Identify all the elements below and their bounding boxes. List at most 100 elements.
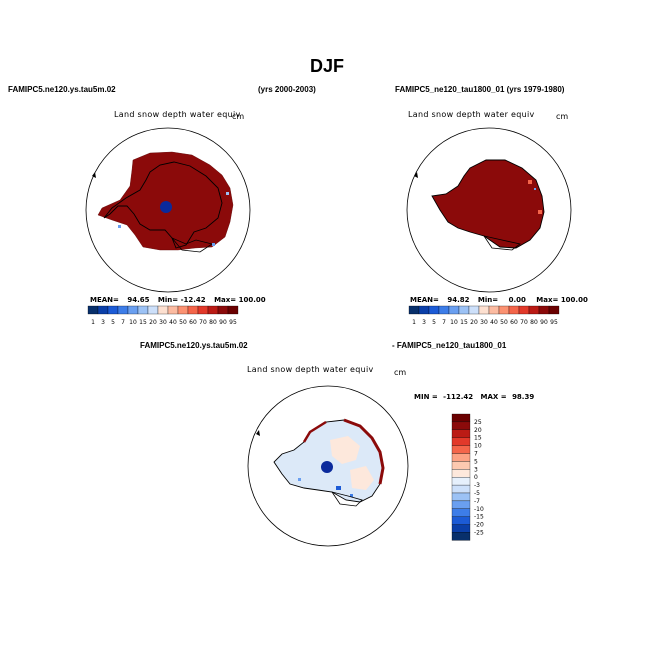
header-right-case: FAMIPC5_ne120_tau1800_01 (yrs 1979-1980): [395, 85, 565, 94]
panel1-island: [92, 172, 96, 178]
panel3-colorbar-swatch: [451, 524, 471, 533]
panel2-min-label: Min=: [477, 296, 499, 304]
panel2-colorbar: 1 3 5 7 10 15 20 30 40 50 60 70 80 90 95: [408, 305, 560, 326]
panel1-colorbar-tick: 90: [219, 319, 227, 326]
panel2-snow-field: [431, 159, 545, 249]
panel3-colorbar-swatch: [451, 477, 471, 486]
panel3-colorbar-swatch: [451, 429, 471, 438]
panel1-title: Land snow depth water equiv: [114, 110, 241, 119]
panel1-coastline: [103, 161, 223, 249]
panel2-colorbar-tick: 10: [450, 319, 458, 326]
panel1-min-label: Min=: [157, 296, 179, 304]
panel1-blue-pixel: [118, 225, 121, 228]
panel1-colorbar-tick: 1: [91, 319, 95, 326]
panel3-colorbar-tick: 10: [474, 443, 482, 450]
panel3-coast-dark-rim: [302, 420, 327, 443]
panel1-colorbar: 1 3 5 7 10 15 20 30 40 50 60 70 80 90 95: [87, 305, 239, 326]
panel1-blue-pixel: [226, 192, 229, 195]
page-title: DJF: [309, 56, 344, 76]
panel3-colorbar-swatch: [451, 500, 471, 509]
header-mid-years: (yrs 2000-2003): [258, 85, 316, 94]
panel3-colorbar-tick: 0: [474, 474, 478, 481]
diff-label-right: - FAMIPC5_ne120_tau1800_01: [392, 341, 507, 350]
panel3-ice-shelf: [331, 491, 363, 507]
panel3-colorbar-swatch: [451, 469, 471, 478]
panel3-colorbar-swatch: [451, 516, 471, 525]
panel2-title: Land snow depth water equiv: [408, 110, 535, 119]
header-left-case: FAMIPC5.ne120.ys.tau5m.02: [8, 85, 116, 94]
panel2-colorbar-tick: 5: [432, 319, 436, 326]
panel3-colorbar-swatch: [451, 508, 471, 517]
panel2-colorbar-tick: 95: [550, 319, 558, 326]
panel1-mean-value: 94.65: [127, 296, 150, 304]
panel2-colorbar-tick: 30: [480, 319, 488, 326]
panel2-colorbar-tick: 7: [442, 319, 446, 326]
panel1-colorbar-tick: 95: [229, 319, 237, 326]
panel3-min-value: -112.42: [443, 393, 474, 401]
panel3-colorbar-swatch: [451, 421, 471, 430]
panel2-ice-shelf: [483, 235, 521, 251]
panel1-max-value: 100.00: [238, 296, 266, 304]
panel2-colorbar-tick: 70: [520, 319, 528, 326]
panel2-shelf-pixel: [538, 210, 542, 214]
panel3-colorbar-swatch: [451, 413, 471, 423]
panel3-colorbar-tick: -15: [474, 514, 484, 521]
panel3-positive-patch: [330, 436, 360, 464]
panel3-colorbar-swatch: [451, 461, 471, 470]
panel3-colorbar-swatch: [451, 492, 471, 502]
panel3-coast-dark-rim: [343, 418, 385, 485]
panel3-colorbar-tick: -10: [474, 506, 484, 513]
panel1-mean-label: MEAN=: [90, 296, 119, 304]
panel2-colorbar-tick: 20: [470, 319, 478, 326]
panel2-colorbar-tick: 50: [500, 319, 508, 326]
panel1-colorbar-tick: 15: [139, 319, 147, 326]
panel3-negative-spot: [321, 461, 333, 473]
panel3-colorbar-swatch: [451, 437, 471, 446]
panel1-colorbar-tick: 80: [209, 319, 217, 326]
panel1-stats: MEAN= 94.65 Min= -12.42 Max= 100.00: [90, 296, 266, 304]
panel3-colorbar-tick: 25: [474, 419, 482, 426]
panel1-snow-field: [97, 151, 234, 251]
panel2-min-value: 0.00: [508, 296, 526, 304]
panel3-colorbar-tick: 15: [474, 435, 482, 442]
panel2-colorbar-tick: 40: [490, 319, 498, 326]
panel1-colorbar-tick: 50: [179, 319, 187, 326]
panel3-colorbar-tick: -20: [474, 522, 484, 529]
panel1-colorbar-tick: 5: [111, 319, 115, 326]
panel1-units: cm: [232, 112, 245, 121]
panel1-colorbar-tick: 10: [129, 319, 137, 326]
panel1-colorbar-tick: 30: [159, 319, 167, 326]
panel3-colorbar-swatch: [451, 445, 471, 454]
panel2-colorbar-swatch: [548, 305, 560, 315]
panel3-blue-pixel: [350, 494, 353, 497]
panel1-colorbar-swatch: [227, 305, 239, 315]
panel2-island: [414, 172, 418, 178]
panel3-positive-patch: [350, 466, 374, 490]
panel3-title: Land snow depth water equiv: [247, 365, 374, 374]
panel3-colorbar-tick: -5: [474, 490, 480, 497]
panel3-max-label: MAX =: [480, 393, 507, 401]
panel1-colorbar-tick: 70: [199, 319, 207, 326]
panel2-colorbar-tick: 60: [510, 319, 518, 326]
panel3-colorbar-tick: -7: [474, 498, 480, 505]
panel2-colorbar-tick: 3: [422, 319, 426, 326]
panel3-colorbar-tick: 7: [474, 451, 478, 458]
panel3-blue-pixel: [336, 486, 341, 490]
panel3-colorbar-tick: -25: [474, 530, 484, 537]
panel3-colorbar-tick: -3: [474, 482, 480, 489]
panel1-min-value: -12.42: [180, 296, 206, 304]
panel3-units: cm: [394, 368, 407, 377]
diff-label-left: FAMIPC5.ne120.ys.tau5m.02: [140, 341, 248, 350]
panel2-mean-value: 94.82: [447, 296, 470, 304]
panel1-negative-spot: [160, 201, 172, 213]
panel3-colorbar-tick: 3: [474, 466, 478, 473]
panel3-min-label: MIN =: [414, 393, 438, 401]
panel3-max-value: 98.39: [512, 393, 535, 401]
panel2-colorbar-tick: 15: [460, 319, 468, 326]
panel2-colorbar-tick: 1: [412, 319, 416, 326]
panel1-colorbar-tick: 40: [169, 319, 177, 326]
